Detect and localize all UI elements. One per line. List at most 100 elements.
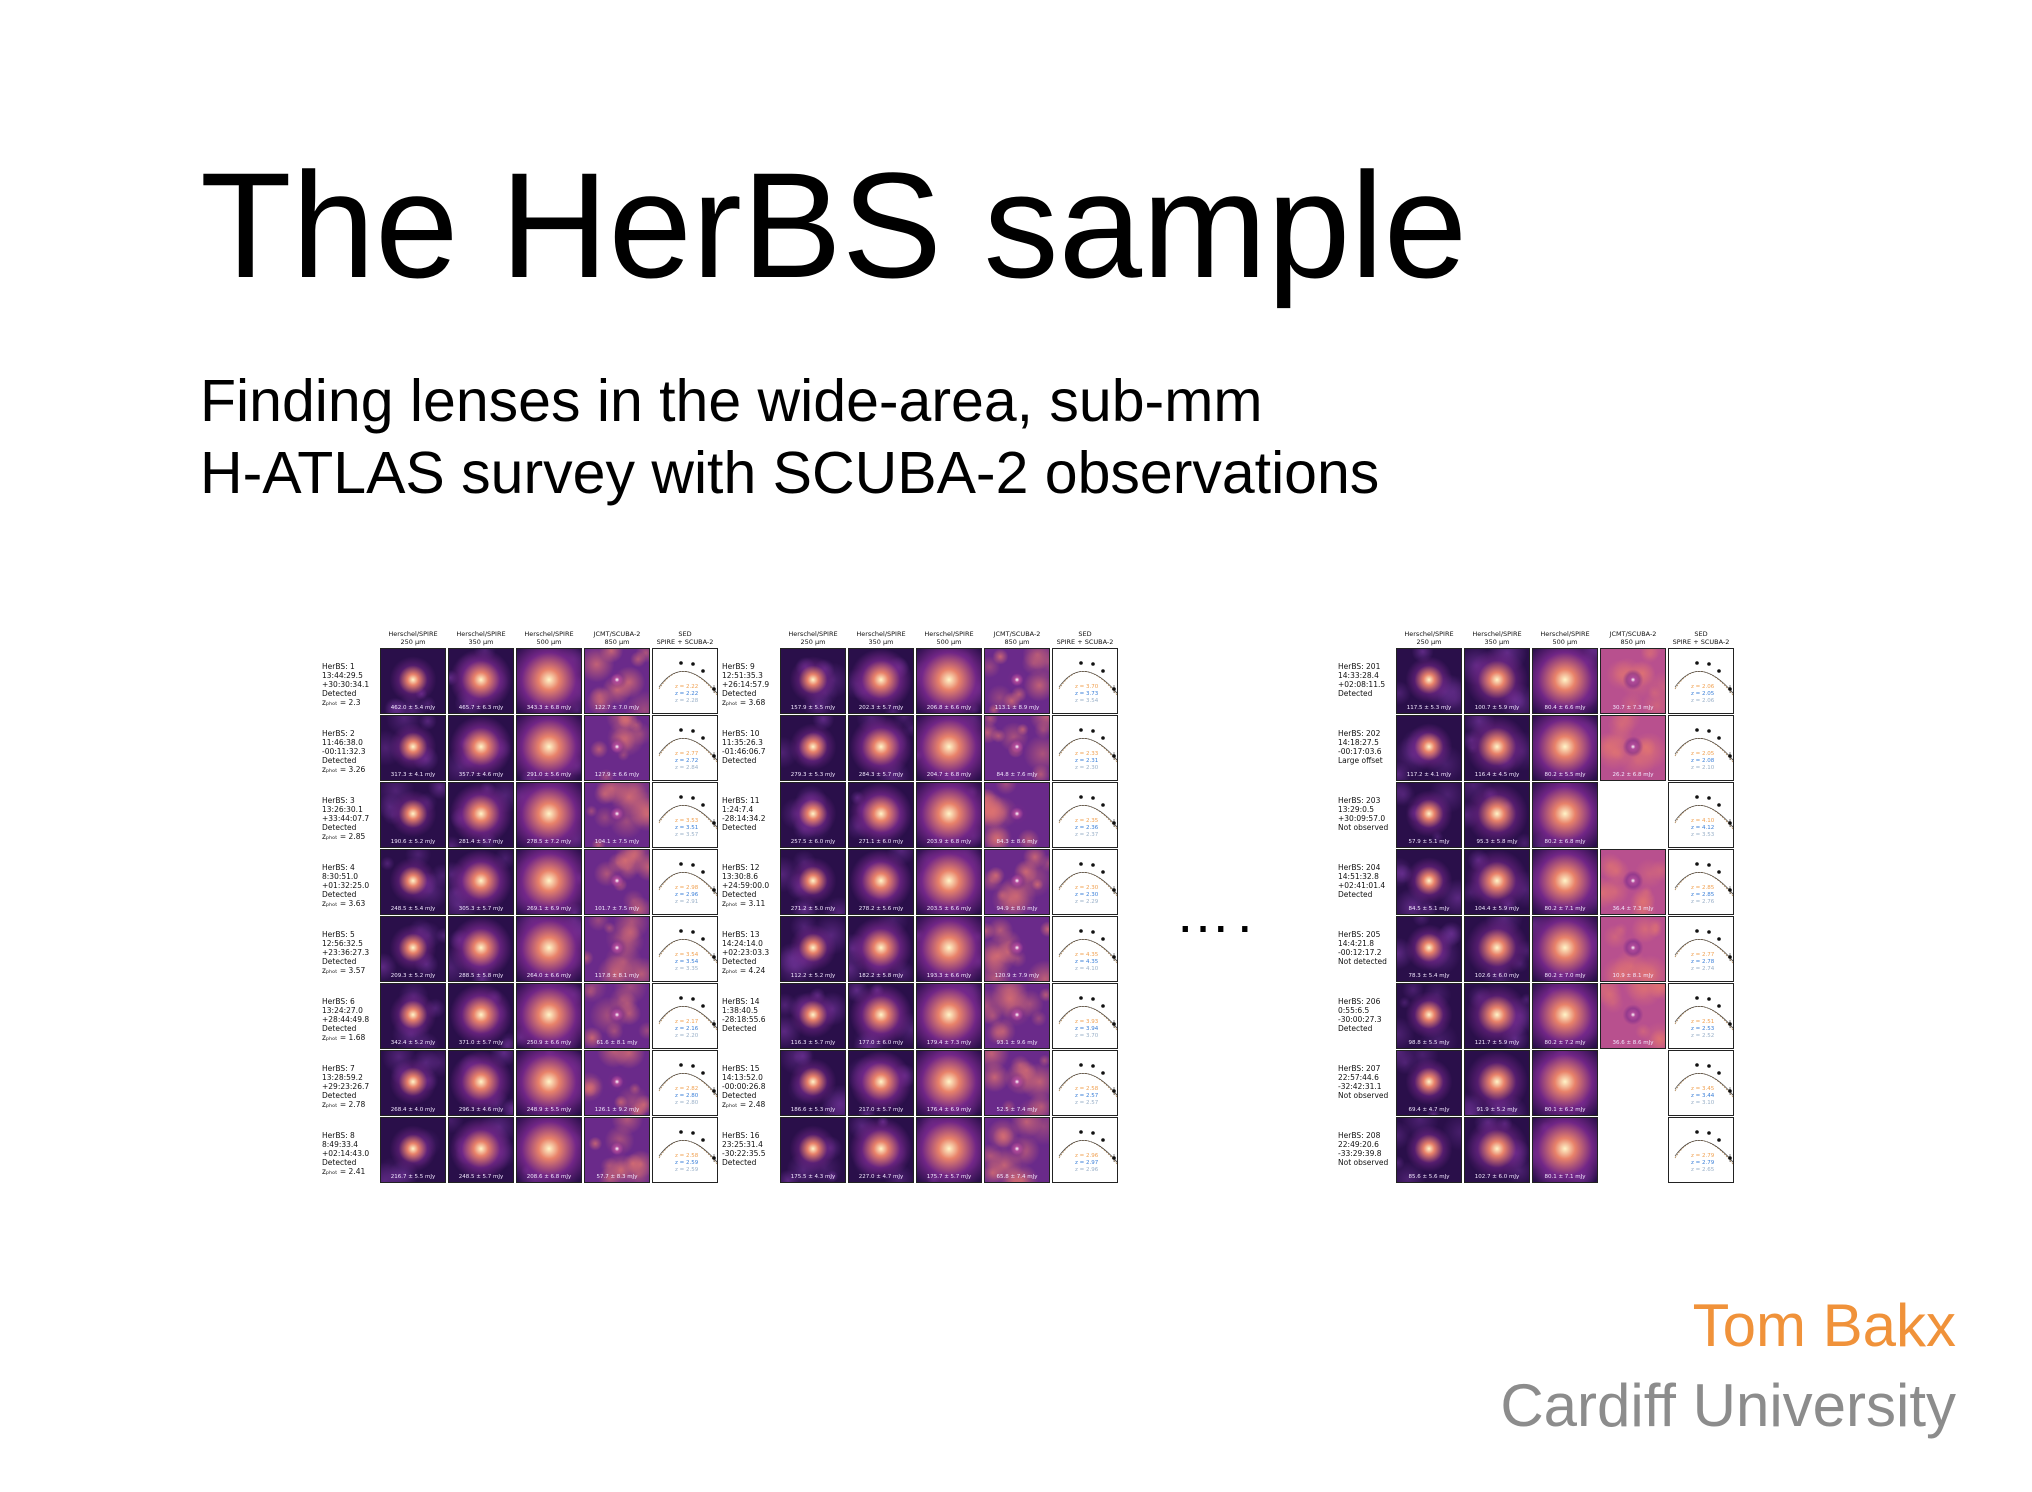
flux-value: 250.9 ± 6.6 mJy (526, 1040, 572, 1046)
map-thumbnail: 98.8 ± 5.5 mJy (1396, 983, 1462, 1049)
flux-value: 284.3 ± 5.7 mJy (858, 772, 904, 778)
map-thumbnail: 176.4 ± 6.9 mJy (916, 1050, 982, 1116)
flux-value: 248.5 ± 5.4 mJy (390, 906, 436, 912)
flux-value: 95.3 ± 5.8 mJy (1476, 839, 1518, 845)
map-thumbnail: 371.0 ± 5.7 mJy (448, 983, 514, 1049)
map-thumbnail: 271.1 ± 6.0 mJy (848, 782, 914, 848)
flux-value: 291.0 ± 5.6 mJy (526, 772, 572, 778)
map-thumbnail: 203.9 ± 6.8 mJy (916, 782, 982, 848)
flux-value: 279.3 ± 5.3 mJy (790, 772, 836, 778)
map-thumbnail: 120.9 ± 7.9 mJy (984, 916, 1050, 982)
flux-value: 100.7 ± 5.9 mJy (1474, 705, 1520, 711)
map-thumbnail: 288.5 ± 5.8 mJy (448, 916, 514, 982)
column-header: SED SPIRE + SCUBA-2 (656, 630, 714, 646)
flux-value: 177.0 ± 6.0 mJy (858, 1040, 904, 1046)
redshift-values: z = 2.51 z = 2.53 z = 2.52 (1691, 1019, 1715, 1039)
map-thumbnail: 248.5 ± 5.4 mJy (380, 849, 446, 915)
map-thumbnail: 121.7 ± 5.9 mJy (1464, 983, 1530, 1049)
map-thumbnail: 264.0 ± 6.6 mJy (516, 916, 582, 982)
map-thumbnail: 343.3 ± 6.8 mJy (516, 648, 582, 714)
flux-value: 94.9 ± 8.0 mJy (996, 906, 1038, 912)
map-thumbnail: 36.6 ± 8.6 mJy (1600, 983, 1666, 1049)
sed-plot: z = 2.58 z = 2.59 z = 2.59 (652, 1117, 718, 1183)
column-header: JCMT/SCUBA-2 850 μm (593, 630, 641, 646)
map-thumbnail: 116.4 ± 4.5 mJy (1464, 715, 1530, 781)
redshift-values: z = 2.22 z = 2.22 z = 2.28 (675, 684, 699, 704)
source-label: HerBS: 204 14:51:32.8 +02:41:01.4 Detect… (1338, 863, 1386, 899)
map-thumbnail: 193.3 ± 6.6 mJy (916, 916, 982, 982)
flux-value: 193.3 ± 6.6 mJy (926, 973, 972, 979)
map-thumbnail: 257.5 ± 6.0 mJy (780, 782, 846, 848)
map-thumbnail: 84.3 ± 8.6 mJy (984, 782, 1050, 848)
map-thumbnail: 190.6 ± 5.2 mJy (380, 782, 446, 848)
flux-value: 102.6 ± 6.0 mJy (1474, 973, 1520, 979)
flux-value: 120.9 ± 7.9 mJy (994, 973, 1040, 979)
flux-value: 127.9 ± 6.6 mJy (594, 772, 640, 778)
flux-value: 203.9 ± 6.8 mJy (926, 839, 972, 845)
flux-value: 217.0 ± 5.7 mJy (858, 1107, 904, 1113)
redshift-values: z = 4.10 z = 4.12 z = 3.53 (1691, 818, 1715, 838)
flux-value: 278.2 ± 5.6 mJy (858, 906, 904, 912)
flux-value: 179.4 ± 7.3 mJy (926, 1040, 972, 1046)
flux-value: 30.7 ± 7.3 mJy (1612, 705, 1654, 711)
sed-plot: z = 2.82 z = 2.80 z = 2.80 (652, 1050, 718, 1116)
source-label: HerBS: 7 13:28:59.2 +29:23:26.7 Detected… (322, 1064, 370, 1109)
map-thumbnail: 271.2 ± 5.0 mJy (780, 849, 846, 915)
source-label: HerBS: 1 13:44:29.5 +30:30:34.1 Detected… (322, 662, 370, 707)
column-header: Herschel/SPIRE 350 μm (856, 630, 906, 646)
flux-value: 104.4 ± 5.9 mJy (1474, 906, 1520, 912)
map-thumbnail: 269.1 ± 6.9 mJy (516, 849, 582, 915)
map-thumbnail: 342.4 ± 5.2 mJy (380, 983, 446, 1049)
sed-plot: z = 2.77 z = 2.78 z = 2.74 (1668, 916, 1734, 982)
map-thumbnail: 104.1 ± 7.5 mJy (584, 782, 650, 848)
flux-value: 271.1 ± 6.0 mJy (858, 839, 904, 845)
redshift-values: z = 3.54 z = 3.54 z = 3.35 (675, 952, 699, 972)
sed-plot: z = 2.05 z = 2.08 z = 2.10 (1668, 715, 1734, 781)
map-thumbnail: 80.1 ± 7.1 mJy (1532, 1117, 1598, 1183)
flux-value: 80.1 ± 7.1 mJy (1544, 1174, 1586, 1180)
map-thumbnail: 80.4 ± 6.6 mJy (1532, 648, 1598, 714)
flux-value: 80.2 ± 6.8 mJy (1544, 839, 1586, 845)
flux-value: 116.3 ± 5.7 mJy (790, 1040, 836, 1046)
map-thumbnail: 209.3 ± 5.2 mJy (380, 916, 446, 982)
sed-plot: z = 2.96 z = 2.97 z = 2.96 (1052, 1117, 1118, 1183)
flux-value: 80.4 ± 6.6 mJy (1544, 705, 1586, 711)
flux-value: 36.4 ± 7.3 mJy (1612, 906, 1654, 912)
redshift-values: z = 3.45 z = 3.44 z = 3.10 (1691, 1086, 1715, 1106)
flux-value: 126.1 ± 9.2 mJy (594, 1107, 640, 1113)
source-label: HerBS: 3 13:26:30.1 +33:44:07.7 Detected… (322, 796, 370, 841)
map-thumbnail: 80.2 ± 5.5 mJy (1532, 715, 1598, 781)
map-thumbnail: 57.7 ± 8.3 mJy (584, 1117, 650, 1183)
flux-value: 80.2 ± 5.5 mJy (1544, 772, 1586, 778)
flux-value: 69.4 ± 4.7 mJy (1408, 1107, 1450, 1113)
map-thumbnail: 179.4 ± 7.3 mJy (916, 983, 982, 1049)
flux-value: 104.1 ± 7.5 mJy (594, 839, 640, 845)
flux-value: 268.4 ± 4.0 mJy (390, 1107, 436, 1113)
sed-plot: z = 4.10 z = 4.12 z = 3.53 (1668, 782, 1734, 848)
flux-value: 57.9 ± 5.1 mJy (1408, 839, 1450, 845)
source-label: HerBS: 2 11:46:38.0 -00:11:32.3 Detected… (322, 729, 366, 774)
column-header: SED SPIRE + SCUBA-2 (1672, 630, 1730, 646)
redshift-values: z = 3.53 z = 3.51 z = 3.57 (675, 818, 699, 838)
redshift-values: z = 2.30 z = 2.30 z = 2.29 (1075, 885, 1099, 905)
flux-value: 264.0 ± 6.6 mJy (526, 973, 572, 979)
sed-plot: z = 2.98 z = 2.96 z = 2.91 (652, 849, 718, 915)
column-header: Herschel/SPIRE 250 μm (388, 630, 438, 646)
column-header: JCMT/SCUBA-2 850 μm (993, 630, 1041, 646)
source-label: HerBS: 14 1:38:40.5 -28:18:55.6 Detected (722, 997, 766, 1033)
source-panel: Herschel/SPIRE 250 μm Herschel/SPIRE 350 … (322, 630, 722, 1188)
map-thumbnail: 296.3 ± 4.6 mJy (448, 1050, 514, 1116)
sed-plot: z = 3.70 z = 3.73 z = 3.54 (1052, 648, 1118, 714)
map-thumbnail: 117.8 ± 8.1 mJy (584, 916, 650, 982)
source-label: HerBS: 205 14:4:21.8 -00:12:17.2 Not det… (1338, 930, 1387, 966)
map-thumbnail: 10.9 ± 8.1 mJy (1600, 916, 1666, 982)
map-thumbnail (1600, 1050, 1666, 1116)
map-thumbnail: 177.0 ± 6.0 mJy (848, 983, 914, 1049)
column-header: Herschel/SPIRE 350 μm (1472, 630, 1522, 646)
source-label: HerBS: 208 22:49:20.6 -33:29:39.8 Not ob… (1338, 1131, 1389, 1167)
sed-plot: z = 2.77 z = 2.72 z = 2.84 (652, 715, 718, 781)
map-thumbnail: 57.9 ± 5.1 mJy (1396, 782, 1462, 848)
redshift-values: z = 2.85 z = 2.85 z = 2.76 (1691, 885, 1715, 905)
flux-value: 182.2 ± 5.8 mJy (858, 973, 904, 979)
flux-value: 121.7 ± 5.9 mJy (1474, 1040, 1520, 1046)
